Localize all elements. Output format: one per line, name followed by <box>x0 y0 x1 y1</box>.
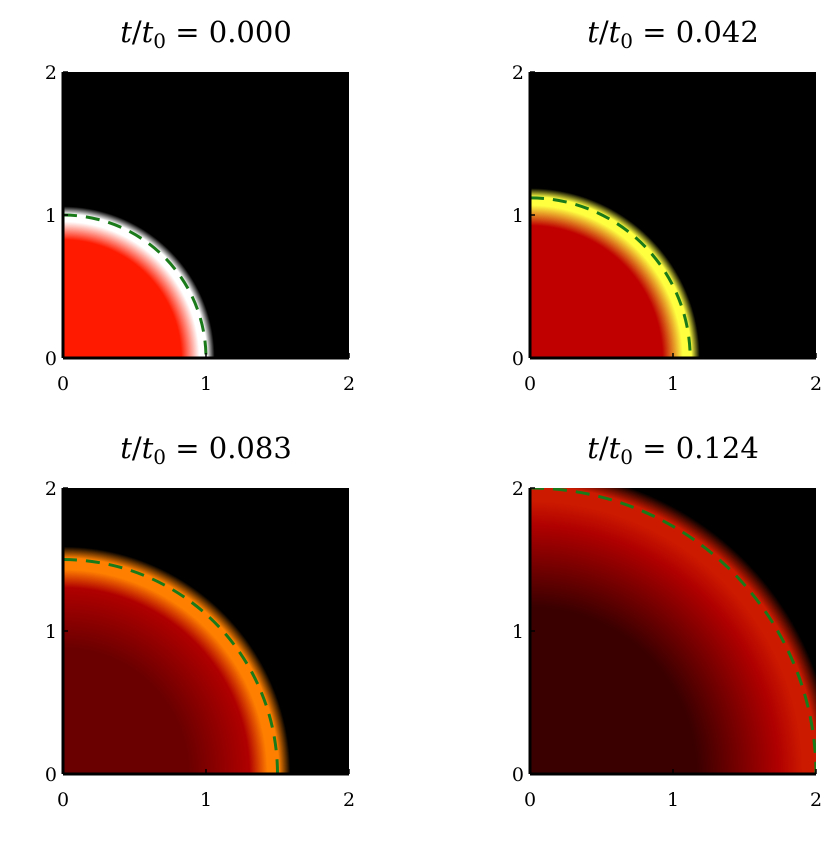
y-tick-label-1-2: 2 <box>512 62 524 84</box>
y-tick-label-0-1: 1 <box>45 205 57 227</box>
x-tick-label-3-2: 2 <box>810 789 822 811</box>
front-line-0 <box>63 213 208 358</box>
y-tick-label-2-0: 0 <box>45 764 57 786</box>
panel-3: 0 1 2 0 1 2 t/t0 = 0.124t/t₀ = 0.124 <box>512 431 822 811</box>
y-tick-label-1-1: 1 <box>512 205 524 227</box>
y-tick-label-2-1: 1 <box>45 621 57 643</box>
x-tick-label-0-1: 1 <box>200 373 212 395</box>
y-tick-label-3-2: 2 <box>512 478 524 500</box>
heatmap-field-1 <box>530 72 816 358</box>
front-line-2 <box>63 558 279 774</box>
x-tick-label-3-1: 1 <box>667 789 679 811</box>
x-tick-label-1-1: 1 <box>667 373 679 395</box>
heatmap-field-0 <box>63 72 349 358</box>
x-tick-label-2-0: 0 <box>57 789 69 811</box>
x-tick-label-1-0: 0 <box>524 373 536 395</box>
x-tick-label-3-0: 0 <box>524 789 536 811</box>
panel-title-2: t/t0 = 0.083t/t₀ = 0.083 <box>120 431 292 469</box>
x-tick-label-2-2: 2 <box>343 789 355 811</box>
front-line-1 <box>530 196 692 358</box>
panel-title-1: t/t0 = 0.042t/t₀ = 0.042 <box>587 15 759 53</box>
panel-0: 0 1 2 0 1 2 t/t0 = 0.000t/t₀ = 0.000 <box>45 15 355 395</box>
y-tick-label-3-1: 1 <box>512 621 524 643</box>
y-tick-label-1-0: 0 <box>512 348 524 370</box>
heatmap-field-2 <box>63 488 349 774</box>
heatmap-field-3 <box>530 488 816 774</box>
x-tick-label-1-2: 2 <box>810 373 822 395</box>
y-tick-label-0-2: 2 <box>45 62 57 84</box>
y-tick-label-0-0: 0 <box>45 348 57 370</box>
x-tick-label-2-1: 1 <box>200 789 212 811</box>
x-tick-label-0-0: 0 <box>57 373 69 395</box>
y-tick-label-3-0: 0 <box>512 764 524 786</box>
panel-1: 0 1 2 0 1 2 t/t0 = 0.042t/t₀ = 0.042 <box>512 15 822 395</box>
x-tick-label-0-2: 2 <box>343 373 355 395</box>
y-tick-label-2-2: 2 <box>45 478 57 500</box>
panel-title-0: t/t0 = 0.000t/t₀ = 0.000 <box>120 15 292 53</box>
panel-title-3: t/t0 = 0.124t/t₀ = 0.124 <box>587 431 759 469</box>
panel-2: 0 1 2 0 1 2 t/t0 = 0.083t/t₀ = 0.083 <box>45 431 355 811</box>
